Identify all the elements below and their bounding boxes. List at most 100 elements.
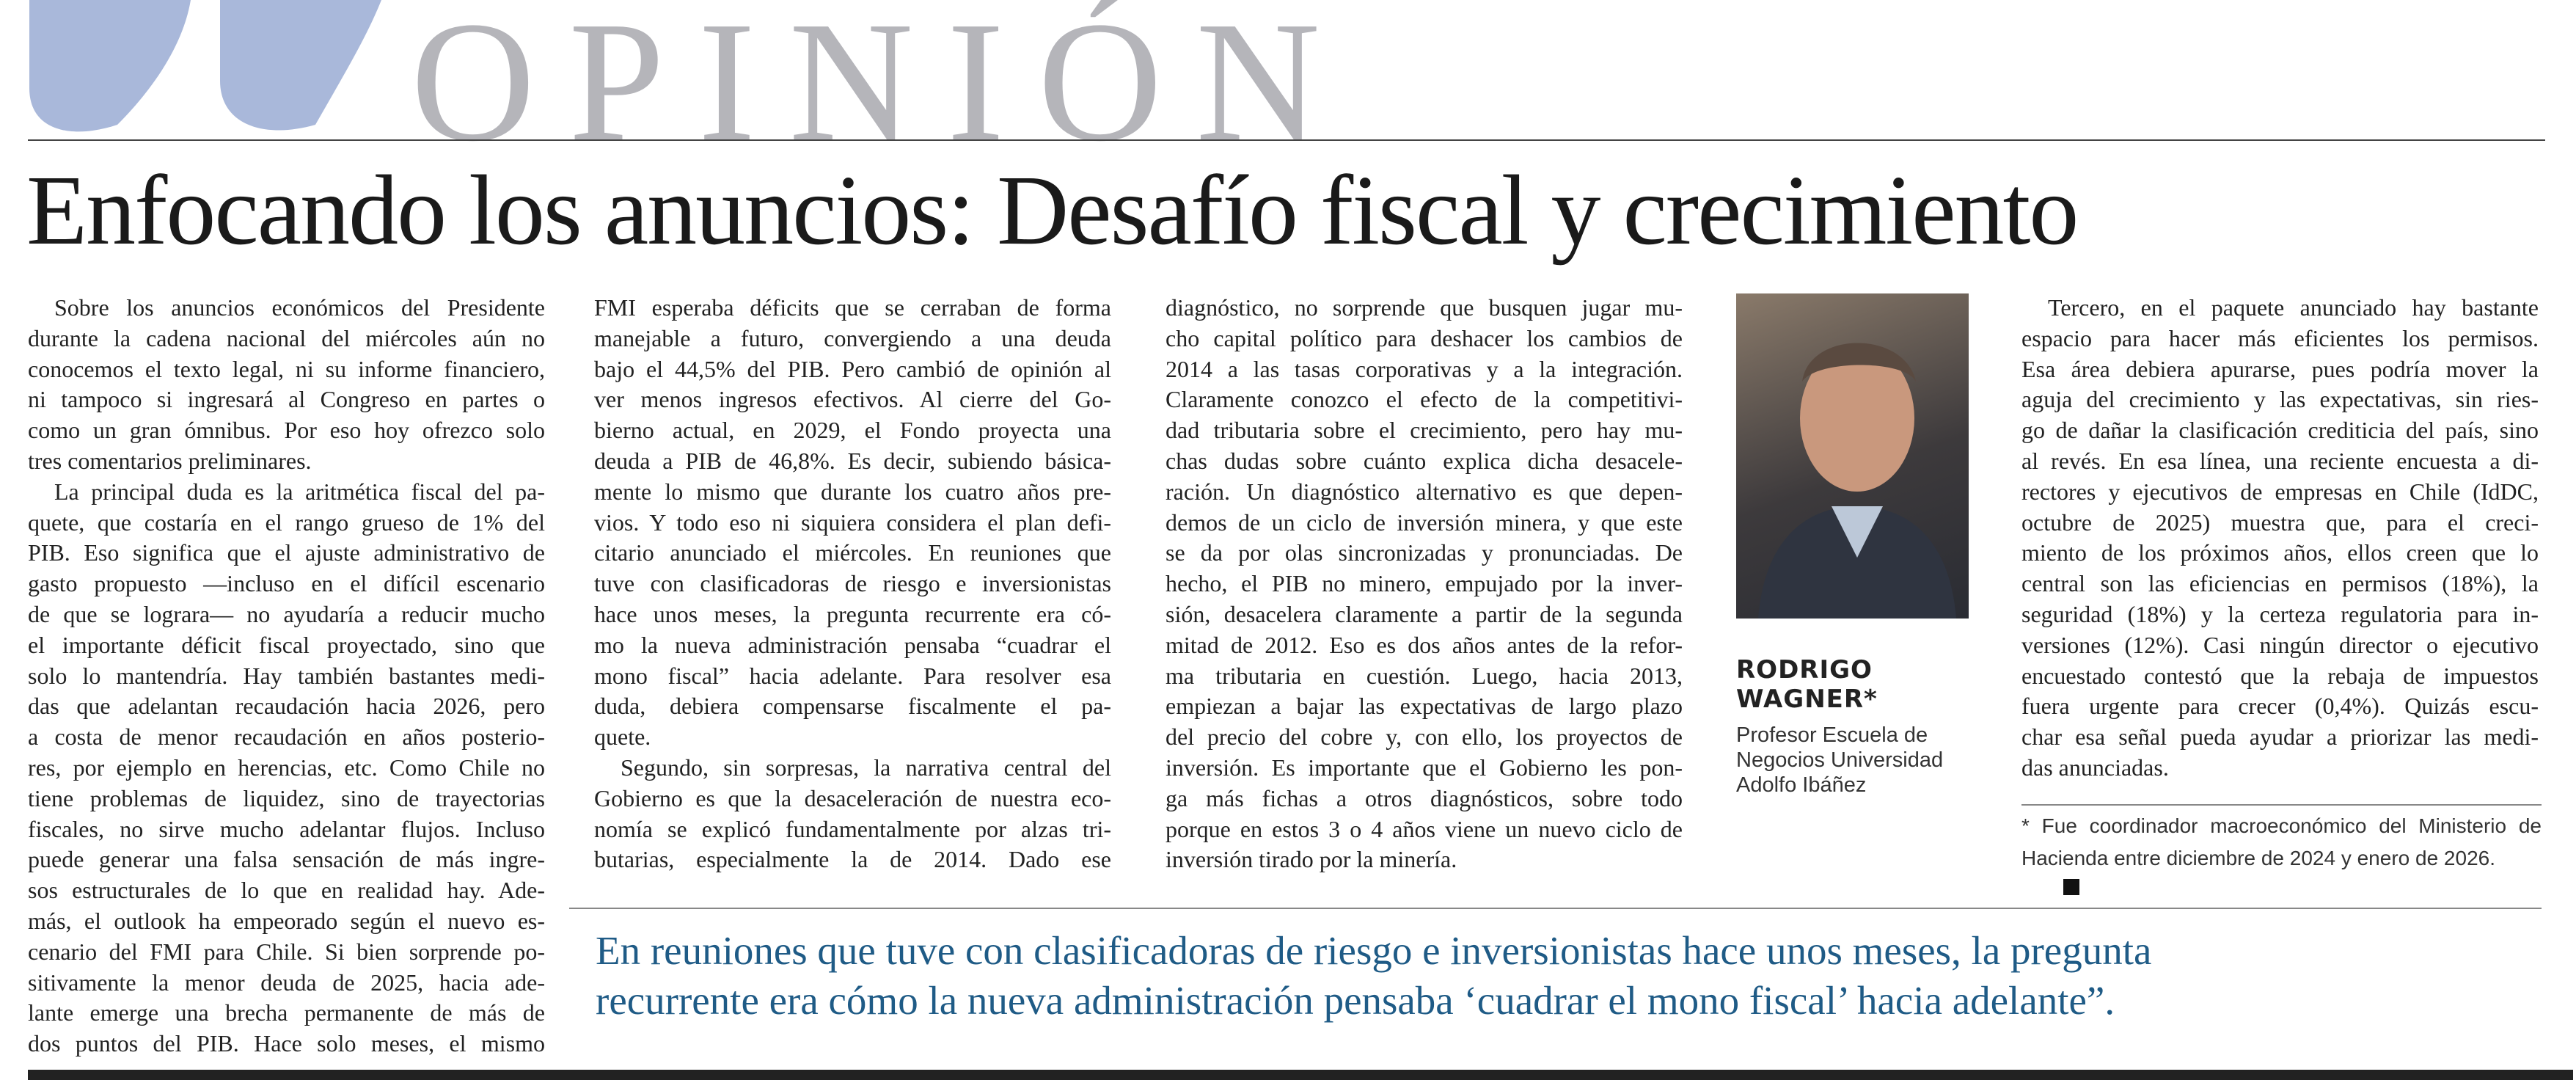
body-text-line: butarias, especialmente la de 2014. Dado… [594, 846, 1111, 873]
body-text-line: inversión. Es importante que el Gobierno… [1166, 754, 1683, 781]
body-text-line: Claramente conozco el efecto de la compe… [1166, 386, 1683, 413]
body-text-line: char esa señal pueda ayudar a priorizar … [2021, 723, 2539, 751]
body-text-line: fuera urgente para crecer (0,4%). Quizás… [2021, 693, 2539, 720]
body-text-line: mitad de 2012. Eso es dos años antes de … [1166, 631, 1683, 658]
body-text-line: seguridad (18%) y la certeza regulatoria… [2021, 601, 2539, 627]
body-text-line: demos de un ciclo de inversión minera, y… [1166, 508, 1683, 536]
body-text-line: ma tributaria en cuestión. Luego, hacia … [1166, 662, 1683, 689]
body-text-line: del precio del cobre y, con ello, los pr… [1166, 723, 1683, 751]
jacket [1758, 506, 1956, 619]
body-text-line: La principal duda es la aritmética fisca… [54, 478, 545, 505]
body-text-line: dos puntos del PIB. Hace solo meses, el … [28, 1030, 545, 1057]
body-text-line: ración. Un diagnóstico alternativo es qu… [1166, 478, 1683, 505]
body-text-line: inversión tirado por la minería. [1166, 846, 1457, 873]
body-text-line: nomía se explicó fundamentalmente por al… [594, 815, 1111, 842]
body-text-line: citario anunciado el miércoles. En reuni… [594, 539, 1111, 566]
footnote-line: Hacienda entre diciembre de 2024 y enero… [2021, 847, 2495, 869]
body-text-line: deuda a PIB de 46,8%. Es decir, subiendo… [594, 448, 1111, 474]
quote-mark-icon [220, 0, 381, 131]
rule [2021, 804, 2542, 806]
body-text-line: espacio para hacer más eficientes los pe… [2021, 324, 2539, 351]
body-text-line: al revés. En esa línea, una reciente enc… [2021, 448, 2539, 474]
body-text-line: encuestado contestó que la rebaja de imp… [2021, 662, 2539, 689]
body-text-line: ni tampoco si ingresará al Congreso en p… [28, 386, 545, 413]
body-text-line: lante emerge una brecha permanente de má… [28, 999, 545, 1026]
author-photo [1736, 293, 1969, 619]
body-text-line: Segundo, sin sorpresas, la narrativa cen… [621, 754, 1111, 781]
body-text-line: mo la nueva administración pensaba “cuad… [594, 631, 1111, 658]
body-text-line: diagnóstico, no sorprende que busquen ju… [1166, 294, 1683, 321]
body-text-line: gasto propuesto —incluso en el difícil e… [28, 570, 545, 597]
body-text-line: puede generar una falsa sensación de más… [28, 846, 545, 873]
face [1800, 345, 1914, 492]
body-text-line: vios. Y todo eso ni siquiera considera e… [594, 508, 1111, 536]
body-text-line: das que adelantan recaudación hacia 2026… [28, 693, 545, 720]
body-text-line: ga más fichas a otros diagnósticos, sobr… [1166, 784, 1683, 811]
body-text-line: fiscales, no sirve mucho adelantar flujo… [28, 815, 545, 842]
pull-quote-line: En reuniones que tuve con clasificadoras… [596, 928, 2152, 973]
author-name: RODRIGO [1736, 655, 1873, 685]
body-text-line: se da por olas sincronizadas y pronuncia… [1166, 539, 1683, 566]
body-text-line: Esa área debiera apurarse, pues podría m… [2021, 355, 2539, 382]
body-text-line: ver menos ingresos efectivos. Al cierre … [594, 386, 1111, 413]
author-bio-line: Profesor Escuela de [1736, 723, 1928, 747]
body-text-line: más, el outlook ha empeorado según el nu… [28, 908, 545, 934]
body-text-line: como un gran ómnibus. Por eso hoy ofrezc… [28, 417, 545, 444]
body-text-line: 2014 a las tasas corporativas y a la int… [1166, 355, 1683, 382]
body-text-line: hecho, el PIB no minero, empujado por la… [1166, 570, 1683, 597]
body-text-line: dad tributaria sobre el crecimiento, per… [1166, 417, 1683, 444]
body-text-line: cho capital político para deshacer los c… [1166, 324, 1683, 351]
author-bio-line: Adolfo Ibáñez [1736, 773, 1867, 797]
body-text-line: quete, que costaría en el rango grueso d… [28, 508, 545, 536]
hair [1802, 343, 1916, 382]
body-text-line: conocemos el texto legal, ni su informe … [28, 355, 545, 382]
end-mark [2063, 879, 2079, 895]
body-text-line: miento de los próximos años, ellos creen… [2021, 539, 2539, 566]
section-banner: OPINIÓN [28, 0, 2545, 147]
body-text-line: PIB. Eso significa que el ajuste adminis… [28, 539, 545, 566]
body-text-line: bajo el 44,5% del PIB. Pero cambió de op… [594, 355, 1111, 382]
body-text-line: mono fiscal” hacia adelante. Para resolv… [594, 662, 1111, 689]
body-text-line: go de dañar la clasificación crediticia … [2021, 417, 2539, 444]
body-text-line: tiene problemas de liquidez, sino de tra… [28, 784, 545, 811]
body-text-line: das anunciadas. [2021, 754, 2169, 781]
body-text-line: durante la cadena nacional del miércoles… [28, 324, 545, 351]
author-bio-line: Negocios Universidad [1736, 748, 1944, 772]
body-text-line: duda, debiera compensarse fiscalmente el… [594, 693, 1111, 720]
body-text-line: FMI esperaba déficits que se cerraban de… [594, 294, 1111, 321]
body-text-line: sión, desacelera claramente a partir de … [1166, 601, 1683, 627]
body-text-line: quete. [594, 723, 651, 751]
body-text-line: cenario del FMI para Chile. Si bien sorp… [28, 938, 545, 965]
author-bio: Profesor Escuela de Negocios Universidad A… [1736, 723, 1943, 798]
body-text-line: Sobre los anuncios económicos del Presid… [54, 294, 545, 321]
footnote-line: * Fue coordinador macroeconómico del Min… [2021, 814, 2542, 837]
body-text-line: octubre de 2025) muestra que, para el cr… [2021, 508, 2539, 536]
body-text-line: sos estructurales de lo que en realidad … [28, 877, 545, 904]
author-block: RODRIGO WAGNER* Profesor Escuela de Negocio… [1736, 655, 1943, 798]
body-text-line: tres comentarios preliminares. [28, 448, 312, 474]
body-text-line: mente lo mismo que durante los cuatro añ… [594, 478, 1111, 505]
body-text-line: rectores y ejecutivos de empresas en Chi… [2021, 478, 2539, 505]
body-text-line: solo lo mantendría. Hay también bastante… [28, 662, 545, 689]
body-text-line: porque en estos 3 o 4 años viene un nuev… [1166, 815, 1683, 842]
rule [569, 908, 2542, 909]
quote-mark-icon [29, 0, 191, 132]
body-text-line: sitivamente la menor deuda de 2025, haci… [28, 968, 545, 996]
shirt [1832, 506, 1883, 558]
body-text-line: empiezan a bajar las expectativas de lar… [1166, 693, 1683, 720]
body-text-line: tuve con clasificadoras de riesgo e inve… [594, 570, 1111, 597]
body-text-line: bierno actual, en 2029, el Fondo proyect… [594, 417, 1111, 444]
pull-quote-line: recurrente era cómo la nueva administrac… [596, 978, 2115, 1023]
body-text-line: el importante déficit fiscal proyectado,… [28, 631, 545, 658]
body-text-line: a costa de menor recaudación en años pos… [28, 723, 545, 751]
body-text-line: Gobierno es que la desaceleración de nue… [594, 784, 1111, 811]
section-title: OPINIÓN [411, 0, 1320, 147]
bottom-bar [28, 1070, 2573, 1080]
body-text-line: Tercero, en el paquete anunciado hay bas… [2048, 294, 2539, 321]
headline: Enfocando los anuncios: Desafío fiscal y… [26, 156, 2079, 266]
body-text-line: hace unos meses, la pregunta recurrente … [594, 601, 1111, 627]
body-text-line: res, por ejemplo en herencias, etc. Como… [28, 754, 545, 781]
body-text-line: manejable a futuro, convergiendo a una d… [594, 324, 1111, 351]
body-text-line: chas dudas sobre cuánto explica dicha de… [1166, 448, 1683, 474]
